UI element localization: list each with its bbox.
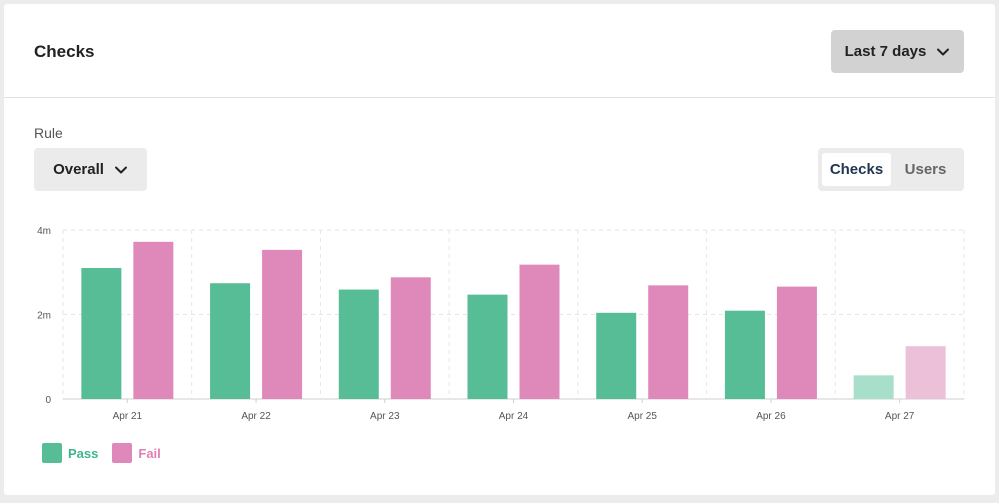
legend-label-pass: Pass <box>68 445 99 461</box>
toggle-checks[interactable]: Checks <box>822 153 891 186</box>
y-tick-label: 0 <box>45 395 51 406</box>
rule-dropdown[interactable]: Overall <box>34 148 147 191</box>
x-tick-label: Apr 27 <box>885 411 915 422</box>
date-range-label: Last 7 days <box>844 43 927 60</box>
chart-legend: Pass Fail <box>42 443 161 463</box>
bar-pass-apr-23 <box>338 289 379 399</box>
bar-fail-apr-27 <box>905 346 946 399</box>
card-header: Checks Last 7 days <box>4 4 995 98</box>
chevron-down-icon <box>937 48 950 55</box>
x-tick-label: Apr 23 <box>370 411 400 422</box>
rule-label: Rule <box>34 125 63 141</box>
bar-pass-apr-27 <box>853 375 894 399</box>
x-tick-label: Apr 22 <box>241 411 271 422</box>
x-tick-label: Apr 24 <box>499 411 529 422</box>
metric-toggle: Checks Users <box>818 148 964 191</box>
legend-label-fail: Fail <box>138 445 161 461</box>
checks-card: Checks Last 7 days Rule Overall Checks U… <box>4 4 995 495</box>
y-tick-label: 4m <box>37 226 51 237</box>
legend-item-fail: Fail <box>112 443 161 463</box>
legend-swatch-pass <box>42 443 62 463</box>
rule-value: Overall <box>53 161 104 178</box>
bar-fail-apr-26 <box>776 286 817 399</box>
chevron-down-icon <box>114 166 127 173</box>
bar-pass-apr-24 <box>467 294 508 399</box>
legend-item-pass: Pass <box>42 443 98 463</box>
bar-fail-apr-23 <box>390 277 431 399</box>
bar-fail-apr-25 <box>648 285 689 399</box>
bar-fail-apr-21 <box>133 241 174 399</box>
bar-pass-apr-25 <box>596 312 637 399</box>
x-tick-label: Apr 26 <box>756 411 786 422</box>
toggle-users[interactable]: Users <box>891 153 960 186</box>
bar-pass-apr-21 <box>81 268 122 399</box>
bar-pass-apr-26 <box>724 310 765 399</box>
legend-swatch-fail <box>112 443 133 463</box>
card-title: Checks <box>34 42 95 61</box>
checks-bar-chart: 0 2m 4m Apr 21 Apr 22 Apr 23 Apr 24 Apr 25 Apr 2… <box>37 226 965 422</box>
date-range-dropdown[interactable]: Last 7 days <box>831 30 964 73</box>
x-tick-label: Apr 25 <box>627 411 657 422</box>
bar-fail-apr-22 <box>262 249 303 399</box>
bar-fail-apr-24 <box>519 264 560 399</box>
x-tick-label: Apr 21 <box>113 411 143 422</box>
bar-pass-apr-22 <box>210 283 251 399</box>
y-tick-label: 2m <box>37 311 51 322</box>
